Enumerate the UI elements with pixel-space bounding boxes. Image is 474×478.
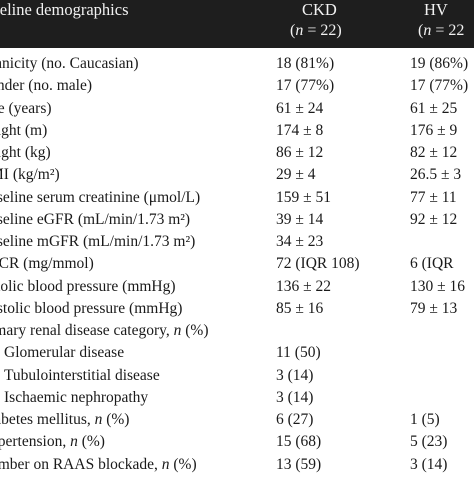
table-row: eight (m) 174 ± 8 176 ± 9 xyxy=(0,122,474,144)
hv-value: 130 ± 16 xyxy=(410,277,466,295)
table-row: ypertension, n (%) 15 (68) 5 (23) xyxy=(0,433,474,455)
hv-value: 61 ± 25 xyxy=(410,99,458,117)
table-row: thnicity (no. Caucasian) 18 (81%) 19 (86%) xyxy=(0,55,474,77)
ckd-value: 29 ± 4 xyxy=(276,166,316,184)
row-label: ge (years) xyxy=(0,99,52,117)
ckd-value: 86 ± 12 xyxy=(276,144,324,161)
ckd-value: 17 (77%) xyxy=(276,77,335,95)
row-label: imary renal disease category, n (%) xyxy=(0,322,209,339)
ckd-value: 3 (14) xyxy=(276,366,314,384)
hv-value: 77 ± 11 xyxy=(410,188,457,206)
ckd-value: 72 (IQR 108) xyxy=(276,255,360,273)
ckd-value: 13 (59) xyxy=(276,455,322,473)
hv-value: 17 (77%) xyxy=(410,77,469,95)
header-hv-title: HV xyxy=(424,0,448,19)
ckd-value: 34 ± 23 xyxy=(276,233,324,250)
ckd-value: 6 (27) xyxy=(276,411,314,428)
hv-value: 5 (23) xyxy=(410,433,448,451)
row-label: aseline mGFR (mL/min/1.73 m²) xyxy=(0,233,196,250)
row-label: eight (m) xyxy=(0,121,48,139)
hv-value: 1 (5) xyxy=(410,411,440,428)
ckd-value: 3 (14) xyxy=(276,388,314,406)
hv-value: 26.5 ± 3 xyxy=(410,166,462,184)
table-row: eight (kg) 86 ± 12 82 ± 12 xyxy=(0,144,474,166)
row-label: Glomerular disease xyxy=(4,344,125,362)
table-row: aseline eGFR (mL/min/1.73 m²) 39 ± 14 92 ±… xyxy=(0,211,474,233)
ckd-value: 136 ± 22 xyxy=(276,277,332,295)
table-header: aseline demographics CKD HV (n = 22) (n … xyxy=(0,0,474,48)
hv-value: 176 ± 9 xyxy=(410,121,458,139)
row-label: ypertension, n (%) xyxy=(0,433,105,451)
table-row: MI (kg/m²) 29 ± 4 26.5 ± 3 xyxy=(0,166,474,188)
header-label: aseline demographics xyxy=(0,0,129,19)
row-label: umber on RAAS blockade, n (%) xyxy=(0,455,197,473)
row-label: stolic blood pressure (mmHg) xyxy=(0,277,176,295)
table-row: ender (no. male) 17 (77%) 17 (77%) xyxy=(0,77,474,99)
row-label: Ischaemic nephropathy xyxy=(4,388,149,406)
hv-value: 82 ± 12 xyxy=(410,144,458,161)
table-row: Ischaemic nephropathy 3 (14) xyxy=(0,389,474,411)
row-label: eight (kg) xyxy=(0,144,51,161)
row-label: thnicity (no. Caucasian) xyxy=(0,55,139,72)
hv-value: 79 ± 13 xyxy=(410,299,458,317)
table-row: aseline serum creatinine (μmol/L) 159 ± 5… xyxy=(0,189,474,211)
header-ckd-title: CKD xyxy=(302,0,337,19)
ckd-value: 11 (50) xyxy=(276,344,321,362)
table-row: aseline mGFR (mL/min/1.73 m²) 34 ± 23 xyxy=(0,233,474,255)
row-label: aseline serum creatinine (μmol/L) xyxy=(0,188,201,206)
ckd-value: 85 ± 16 xyxy=(276,299,324,317)
row-label: Tubulointerstitial disease xyxy=(4,366,160,384)
ckd-value: 39 ± 14 xyxy=(276,210,324,228)
hv-value: 6 (IQR xyxy=(410,255,454,273)
table-row: umber on RAAS blockade, n (%) 13 (59) 3 (1… xyxy=(0,456,474,478)
table-row: PCR (mg/mmol) 72 (IQR 108) 6 (IQR xyxy=(0,255,474,277)
ckd-value: 159 ± 51 xyxy=(276,188,332,206)
hv-value: 19 (86%) xyxy=(410,55,469,72)
row-label: iabetes mellitus, n (%) xyxy=(0,411,130,428)
ckd-value: 18 (81%) xyxy=(276,55,335,72)
row-label: MI (kg/m²) xyxy=(0,166,60,184)
table-row: stolic blood pressure (mmHg) 136 ± 22 130 … xyxy=(0,278,474,300)
header-hv-count: (n = 22 xyxy=(418,22,465,39)
row-label: astolic blood pressure (mmHg) xyxy=(0,299,183,317)
ckd-value: 61 ± 24 xyxy=(276,99,324,117)
hv-value: 92 ± 12 xyxy=(410,210,458,228)
ckd-value: 15 (68) xyxy=(276,433,322,451)
row-label: aseline eGFR (mL/min/1.73 m²) xyxy=(0,210,191,228)
table-row: astolic blood pressure (mmHg) 85 ± 16 79 ±… xyxy=(0,300,474,322)
table-row: imary renal disease category, n (%) xyxy=(0,322,474,344)
header-ckd-count: (n = 22) xyxy=(290,22,342,39)
table-row: ge (years) 61 ± 24 61 ± 25 xyxy=(0,100,474,122)
row-label: ender (no. male) xyxy=(0,77,92,95)
hv-value: 3 (14) xyxy=(410,455,448,473)
table-row: iabetes mellitus, n (%) 6 (27) 1 (5) xyxy=(0,411,474,433)
ckd-value: 174 ± 8 xyxy=(276,121,324,139)
table-row: Tubulointerstitial disease 3 (14) xyxy=(0,367,474,389)
row-label: PCR (mg/mmol) xyxy=(0,255,94,273)
table-row: Glomerular disease 11 (50) xyxy=(0,344,474,366)
